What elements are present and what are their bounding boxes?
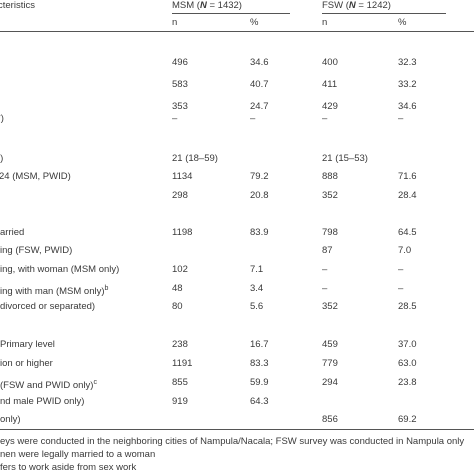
fsw-pct-cell: 69.2	[398, 414, 417, 425]
fsw-group-label: FSW (	[322, 0, 349, 11]
fsw-group-header: FSW (N = 1242)	[322, 0, 391, 12]
msm-group-header: MSM (N = 1432)	[172, 0, 242, 12]
fsw-header-rule	[322, 13, 446, 14]
fsw-pct-cell: 71.6	[398, 171, 417, 182]
fsw-n-cell: 888	[322, 171, 338, 182]
msm-pct-cell: 24.7	[250, 101, 269, 112]
row-label: ion or higher	[0, 358, 53, 369]
fsw-pct-cell: 63.0	[398, 358, 417, 369]
table-bottom-rule	[0, 429, 474, 430]
msm-header-rule	[172, 13, 290, 14]
msm-n-cell: 1134	[172, 171, 193, 182]
row-label: (FSW and PWID only)c	[0, 377, 97, 392]
row-label: ing with man (MSM only)b	[0, 283, 108, 298]
msm-pct-subheader: %	[250, 17, 259, 28]
msm-pct-cell: 20.8	[250, 190, 269, 201]
fsw-pct-cell: –	[398, 113, 404, 124]
msm-pct-cell: 64.3	[250, 396, 269, 407]
msm-n-cell: 496	[172, 57, 188, 68]
msm-n-cell: 80	[172, 301, 183, 312]
fsw-n-cell: 21 (15–53)	[322, 153, 368, 164]
fsw-n-cell: 779	[322, 358, 338, 369]
msm-n-cell: 298	[172, 190, 188, 201]
footnote: eys were conducted in the neighboring ci…	[0, 436, 465, 447]
msm-n-cell: 919	[172, 396, 188, 407]
row-label-text: ing with man (MSM only)	[0, 286, 105, 298]
fsw-pct-cell: 28.5	[398, 301, 417, 312]
msm-pct-cell: 83.3	[250, 358, 269, 369]
msm-n-cell: –	[172, 113, 178, 124]
row-label: arried	[0, 227, 25, 238]
fsw-n-cell: 856	[322, 414, 338, 425]
msm-pct-cell: 40.7	[250, 79, 269, 90]
fsw-n-cell: 87	[322, 245, 333, 256]
fsw-n-cell: 429	[322, 101, 338, 112]
msm-n-subheader: n	[172, 17, 178, 28]
fsw-n-cell: 294	[322, 377, 338, 388]
footnote: nen were legally married to a woman	[0, 449, 156, 460]
msm-n-cell: 353	[172, 101, 188, 112]
msm-n-cell: 238	[172, 339, 188, 350]
fsw-N-symbol: N	[348, 0, 356, 11]
fsw-pct-cell: 7.0	[398, 245, 412, 256]
msm-n-cell: 1198	[172, 227, 193, 238]
fsw-pct-cell: –	[398, 264, 404, 275]
fsw-pct-cell: 32.3	[398, 57, 417, 68]
fsw-n-cell: 352	[322, 190, 338, 201]
msm-pct-cell: 16.7	[250, 339, 269, 350]
msm-pct-cell: –	[250, 113, 256, 124]
row-label: 24 (MSM, PWID)	[0, 171, 71, 182]
footnote-marker: c	[93, 379, 97, 386]
msm-pct-cell: 7.1	[250, 264, 264, 275]
fsw-pct-cell: –	[398, 283, 404, 294]
msm-pct-cell: 34.6	[250, 57, 269, 68]
fsw-n-cell: 400	[322, 57, 338, 68]
msm-group-label: MSM (	[172, 0, 200, 11]
fsw-pct-cell: 23.8	[398, 377, 417, 388]
msm-count-label: = 1432)	[206, 0, 242, 11]
msm-pct-cell: 79.2	[250, 171, 269, 182]
fsw-n-cell: –	[322, 264, 328, 275]
msm-n-cell: 48	[172, 283, 183, 294]
footnote: fers to work aside from sex work	[0, 462, 137, 473]
msm-pct-cell: 3.4	[250, 283, 264, 294]
msm-pct-cell: 5.6	[250, 301, 264, 312]
header-bottom-rule	[0, 31, 474, 32]
fsw-n-cell: 352	[322, 301, 338, 312]
fsw-count-label: = 1242)	[355, 0, 391, 11]
fsw-pct-cell: 64.5	[398, 227, 417, 238]
fsw-n-cell: 411	[322, 79, 338, 90]
msm-n-cell: 21 (18–59)	[172, 153, 218, 164]
fsw-pct-cell: 28.4	[398, 190, 417, 201]
fsw-pct-subheader: %	[398, 17, 407, 28]
fsw-pct-cell: 37.0	[398, 339, 417, 350]
msm-N-symbol: N	[199, 0, 207, 11]
fsw-n-cell: –	[322, 113, 328, 124]
fsw-n-cell: 459	[322, 339, 338, 350]
msm-n-cell: 1191	[172, 358, 193, 369]
row-label: only)	[0, 414, 21, 425]
fsw-pct-cell: 34.6	[398, 101, 417, 112]
fsw-pct-cell: 33.2	[398, 79, 417, 90]
footnote-marker: b	[104, 285, 109, 292]
row-label: nd male PWID only)	[0, 396, 85, 407]
fsw-n-cell: 798	[322, 227, 338, 238]
msm-n-cell: 583	[172, 79, 188, 90]
row-label-text: (FSW and PWID only)	[0, 380, 94, 392]
characteristics-header: cteristics	[0, 0, 35, 11]
fsw-n-subheader: n	[322, 17, 328, 28]
row-label: Primary level	[0, 339, 55, 350]
row-label: ing, with woman (MSM only)	[0, 264, 120, 275]
row-label: *)	[0, 113, 4, 124]
row-label: ing (FSW, PWID)	[0, 245, 73, 256]
msm-n-cell: 855	[172, 377, 188, 388]
row-label: divorced or separated)	[0, 301, 96, 312]
msm-pct-cell: 83.9	[250, 227, 269, 238]
fsw-n-cell: –	[322, 283, 328, 294]
msm-pct-cell: 59.9	[250, 377, 269, 388]
row-label: l)	[0, 153, 4, 164]
msm-n-cell: 102	[172, 264, 188, 275]
